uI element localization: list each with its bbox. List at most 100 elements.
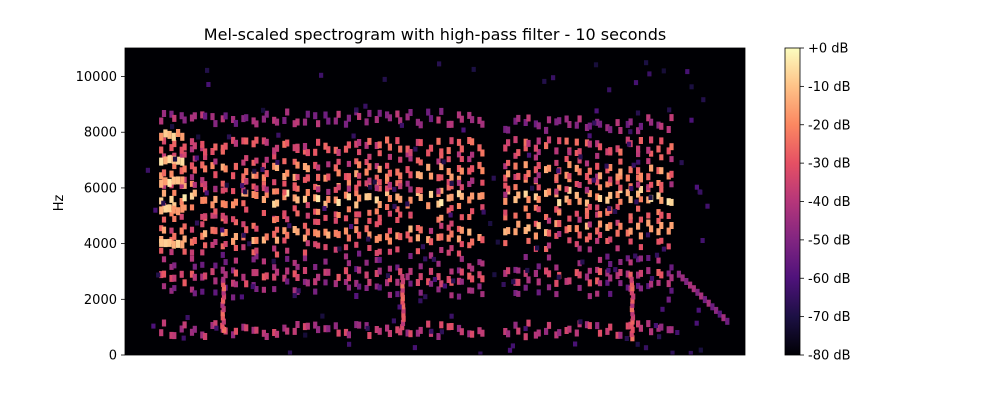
spectrogram-cell (456, 190, 462, 198)
spectrogram-cell (400, 299, 405, 306)
spectrogram-cell (477, 283, 482, 290)
spectrogram-cell (659, 211, 664, 218)
spectrogram-cell (231, 237, 236, 245)
spectrogram-cell (431, 256, 436, 262)
spectrogram-cell (398, 195, 403, 203)
colorbar-tick-label: -80 dB (808, 349, 851, 364)
spectrogram-cell (688, 281, 693, 289)
spectrogram-cell (615, 173, 620, 181)
spectrogram-cell (377, 214, 382, 221)
spectrogram-cell (313, 183, 318, 190)
spectrogram-cell (636, 205, 641, 212)
spectrogram-cell (710, 303, 715, 311)
spectrogram-cell (503, 125, 508, 133)
spectrogram-cell (638, 232, 643, 240)
spectrogram-cell (506, 330, 511, 338)
spectrogram-cell (272, 188, 277, 195)
spectrogram-cell (200, 140, 205, 148)
colorbar-tick-label: +0 dB (808, 42, 848, 57)
spectrogram-cell (436, 216, 441, 223)
spectrogram-cell (587, 203, 592, 210)
spectrogram-cell (305, 149, 310, 157)
spectrogram-cell (161, 216, 167, 223)
spectrogram-cell (554, 264, 559, 271)
spectrogram-cell (646, 146, 651, 154)
spectrogram-cell (192, 166, 197, 174)
spectrogram-cell (203, 272, 208, 280)
spectrogram-cell (244, 114, 249, 122)
spectrogram-cell (302, 163, 308, 170)
spectrogram-cell (374, 174, 379, 182)
spectrogram-cell (578, 319, 583, 325)
spectrogram-cell (436, 174, 441, 182)
spectrogram-cell (192, 181, 197, 188)
spectrogram-cell (189, 328, 195, 336)
spectrogram-cell (367, 231, 372, 239)
spectrogram-cell (618, 259, 623, 265)
spectrogram-cell (544, 267, 549, 275)
spectrogram-cell (333, 246, 338, 253)
spectrogram-cell (628, 238, 633, 245)
spectrogram-cell (261, 115, 266, 123)
spectrogram-cell (446, 234, 451, 242)
spectrogram-cell (167, 155, 172, 164)
spectrogram-cell (169, 274, 174, 282)
spectrogram-cell (233, 281, 238, 288)
spectrogram-cell (574, 269, 579, 277)
spectrogram-cell (448, 212, 453, 218)
spectrogram-cell (577, 216, 582, 223)
spectrogram-cell (451, 278, 456, 284)
spectrogram-cell (587, 190, 592, 198)
spectrogram-cell (587, 267, 592, 274)
spectrogram-cell (449, 245, 454, 252)
spectrogram-cell (615, 203, 620, 210)
spectrogram-cell (398, 117, 403, 125)
spectrogram-cell (618, 173, 623, 180)
spectrogram-cell (374, 221, 379, 228)
spectrogram-cell (480, 291, 485, 298)
spectrogram-cell (467, 196, 472, 204)
spectrogram-cell (564, 226, 569, 234)
spectrogram-cell (591, 177, 596, 183)
spectrogram-cell (567, 121, 572, 128)
spectrogram-cell (264, 170, 269, 178)
spectrogram-cell (426, 202, 431, 210)
spectrogram-cell (203, 154, 208, 160)
spectrogram-cell (351, 133, 356, 139)
spectrogram-cell (385, 189, 390, 197)
spectrogram-cell (343, 191, 349, 199)
spectrogram-cell (649, 225, 654, 233)
spectrogram-cell (176, 239, 181, 248)
spectrogram-cell (503, 328, 508, 335)
spectrogram-cell (159, 146, 164, 154)
spectrogram-cell (656, 238, 661, 245)
spectrogram-cell (428, 280, 434, 287)
spectrogram-cell (557, 184, 562, 191)
spectrogram-cell (179, 153, 184, 160)
spectrogram-cell (523, 284, 528, 291)
spectrogram-cell (439, 199, 444, 207)
spectrogram-cell (656, 279, 661, 286)
spectrogram-cell (587, 122, 592, 130)
spectrogram-cell (323, 200, 328, 208)
spectrogram-cell (595, 193, 600, 201)
spectrogram-cell (213, 158, 218, 165)
spectrogram-cell (377, 165, 382, 173)
spectrogram-cell (456, 138, 462, 146)
spectrogram-cell (398, 233, 403, 241)
spectrogram-cell (648, 195, 653, 201)
spectrogram-cell (629, 331, 634, 338)
colorbar-ticks: +0 dB -10 dB -20 dB -30 dB -40 dB -50 dB -60 d… (800, 42, 851, 364)
spectrogram-cell (405, 145, 410, 153)
spectrogram-cell (584, 273, 590, 281)
spectrogram-cell (189, 238, 195, 246)
spectrogram-cell (364, 271, 369, 279)
spectrogram-cell (574, 138, 579, 146)
spectrogram-cell (449, 292, 454, 299)
spectrogram-cell (649, 150, 654, 157)
spectrogram-cell (661, 246, 666, 252)
spectrogram-cell (161, 169, 167, 177)
spectrogram-cell (477, 271, 482, 279)
spectrogram-cell (503, 228, 508, 236)
spectrogram-cell (573, 341, 578, 347)
